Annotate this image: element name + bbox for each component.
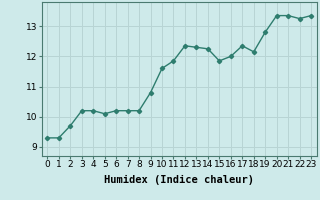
X-axis label: Humidex (Indice chaleur): Humidex (Indice chaleur): [104, 175, 254, 185]
